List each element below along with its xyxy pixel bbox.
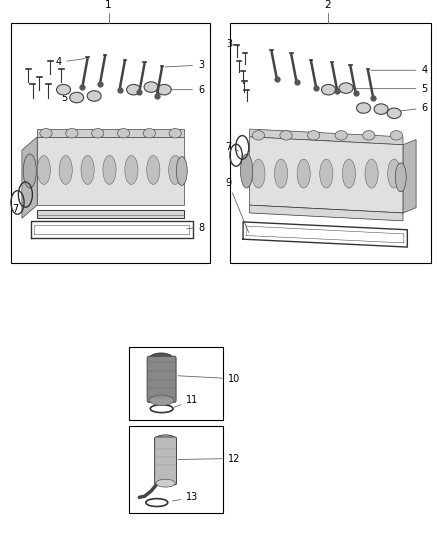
- Ellipse shape: [252, 131, 265, 140]
- Ellipse shape: [365, 159, 378, 188]
- Ellipse shape: [156, 479, 175, 487]
- Ellipse shape: [387, 108, 401, 118]
- Polygon shape: [250, 137, 403, 213]
- Ellipse shape: [149, 353, 173, 365]
- Bar: [129, 426, 223, 513]
- Text: 6: 6: [397, 103, 427, 113]
- Ellipse shape: [395, 163, 406, 192]
- Ellipse shape: [297, 159, 310, 188]
- Ellipse shape: [37, 156, 50, 184]
- Polygon shape: [22, 137, 37, 218]
- Text: 5: 5: [349, 84, 427, 94]
- Ellipse shape: [66, 128, 78, 138]
- Ellipse shape: [339, 83, 353, 93]
- Ellipse shape: [280, 131, 292, 140]
- FancyBboxPatch shape: [147, 356, 176, 402]
- Ellipse shape: [320, 159, 333, 188]
- Ellipse shape: [390, 131, 403, 140]
- Bar: [11, 22, 210, 263]
- Text: 12: 12: [178, 454, 240, 464]
- Polygon shape: [250, 129, 403, 145]
- Text: 13: 13: [173, 492, 198, 502]
- Ellipse shape: [127, 84, 141, 95]
- Ellipse shape: [143, 128, 155, 138]
- Bar: [230, 22, 431, 263]
- Text: 8: 8: [187, 223, 204, 233]
- Ellipse shape: [357, 103, 371, 114]
- Text: 7: 7: [12, 200, 20, 214]
- Ellipse shape: [169, 156, 182, 184]
- Ellipse shape: [59, 156, 72, 184]
- Ellipse shape: [374, 104, 388, 115]
- Ellipse shape: [87, 91, 101, 101]
- Ellipse shape: [149, 395, 173, 406]
- Text: 6: 6: [167, 85, 204, 95]
- Polygon shape: [37, 129, 184, 137]
- Ellipse shape: [252, 159, 265, 188]
- Text: 4: 4: [55, 58, 85, 67]
- Text: 3: 3: [165, 60, 204, 70]
- Ellipse shape: [125, 156, 138, 184]
- Ellipse shape: [70, 92, 84, 103]
- Ellipse shape: [155, 435, 176, 445]
- Ellipse shape: [117, 128, 130, 138]
- Polygon shape: [250, 205, 403, 221]
- Polygon shape: [37, 137, 184, 205]
- Text: 10: 10: [178, 374, 240, 384]
- Ellipse shape: [144, 82, 158, 92]
- Ellipse shape: [157, 84, 171, 95]
- Ellipse shape: [343, 159, 356, 188]
- Text: 11: 11: [174, 395, 198, 407]
- Ellipse shape: [23, 154, 36, 188]
- Text: 9: 9: [225, 177, 249, 232]
- Ellipse shape: [307, 131, 320, 140]
- Polygon shape: [37, 211, 184, 218]
- Ellipse shape: [92, 128, 104, 138]
- Bar: [129, 347, 223, 420]
- Polygon shape: [403, 140, 416, 213]
- Text: 3: 3: [226, 38, 239, 49]
- FancyBboxPatch shape: [155, 437, 177, 484]
- Text: 1: 1: [105, 1, 112, 11]
- Ellipse shape: [169, 128, 181, 138]
- Ellipse shape: [147, 156, 160, 184]
- Ellipse shape: [240, 154, 253, 188]
- Text: 7: 7: [225, 142, 239, 152]
- Ellipse shape: [321, 84, 336, 95]
- Ellipse shape: [40, 128, 52, 138]
- Text: 4: 4: [371, 65, 427, 75]
- Ellipse shape: [275, 159, 288, 188]
- Ellipse shape: [57, 84, 71, 95]
- Ellipse shape: [363, 131, 375, 140]
- Ellipse shape: [176, 157, 187, 185]
- Ellipse shape: [335, 131, 347, 140]
- Text: 2: 2: [324, 1, 331, 11]
- Ellipse shape: [103, 156, 116, 184]
- Text: 5: 5: [62, 93, 74, 102]
- Ellipse shape: [388, 159, 401, 188]
- Ellipse shape: [81, 156, 94, 184]
